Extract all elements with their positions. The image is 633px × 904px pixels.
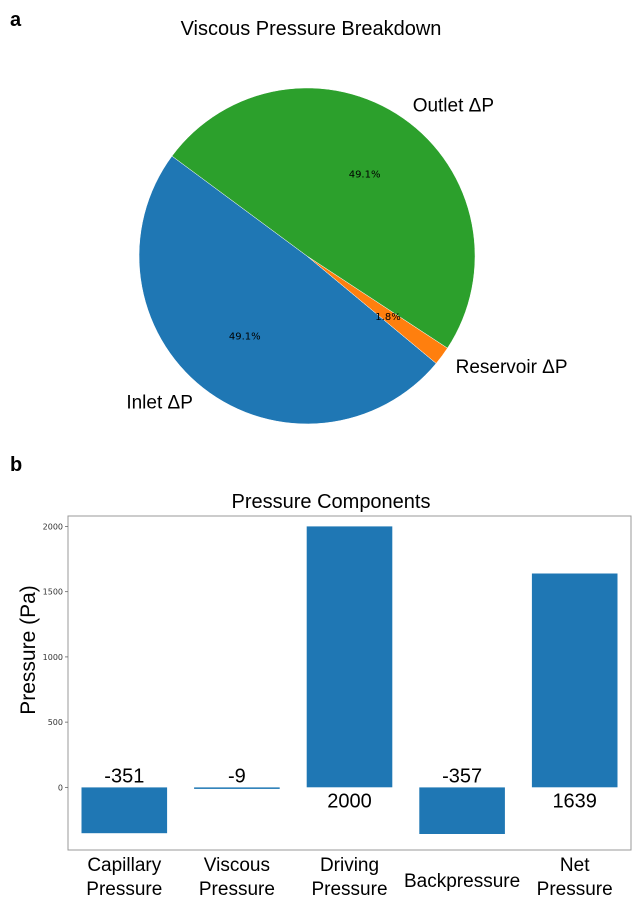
pie-slice-label: Outlet ΔP	[413, 95, 494, 116]
pie-slice	[171, 87, 476, 349]
y-tick-label: 2000	[43, 522, 63, 531]
pie-slice-percent: 49.1%	[229, 331, 261, 342]
y-tick-label: 1000	[43, 653, 63, 662]
pie-slice-label: Reservoir ΔP	[456, 357, 568, 378]
x-category-label: Pressure	[86, 879, 162, 900]
panel-letter-a: a	[10, 9, 22, 31]
bar-value-label: -357	[442, 765, 482, 787]
pie-title: Viscous Pressure Breakdown	[181, 18, 442, 40]
panel-letter-b: b	[10, 454, 22, 476]
x-category-label: Driving	[320, 855, 379, 876]
pie-slice-label: Inlet ΔP	[126, 392, 193, 413]
pie-slice	[138, 155, 437, 425]
bar-value-label: -351	[104, 765, 144, 787]
bar	[419, 787, 505, 834]
bar-chart: Pressure Components Pressure (Pa) 0 500 10…	[17, 491, 632, 900]
y-tick-label: 1500	[43, 588, 63, 597]
bar	[531, 573, 618, 788]
bar	[81, 787, 168, 834]
y-axis-label: Pressure (Pa)	[17, 585, 40, 715]
x-category-label: Capillary	[87, 855, 161, 876]
x-category-label: Viscous	[204, 855, 270, 876]
x-category-label: Pressure	[311, 879, 387, 900]
bar	[306, 526, 393, 788]
pie-slice-percent: 49.1%	[349, 169, 381, 180]
x-category-label: Pressure	[537, 879, 613, 900]
pie-slice-percent: 1.8%	[375, 312, 400, 323]
x-category-label: Net	[560, 855, 590, 876]
y-tick-label: 500	[48, 718, 63, 727]
bar-value-label: -9	[228, 765, 246, 787]
x-category-label: Pressure	[199, 879, 275, 900]
bar-title: Pressure Components	[232, 491, 431, 513]
y-tick-label: 0	[58, 783, 63, 792]
bar	[194, 787, 280, 789]
bar-value-label: 2000	[327, 790, 372, 812]
bar-value-label: 1639	[552, 790, 597, 812]
pie-chart: Viscous Pressure Breakdown 49.1% Inlet ΔP…	[126, 18, 568, 425]
x-category-label: Backpressure	[404, 871, 520, 892]
plot-frame	[67, 515, 632, 851]
